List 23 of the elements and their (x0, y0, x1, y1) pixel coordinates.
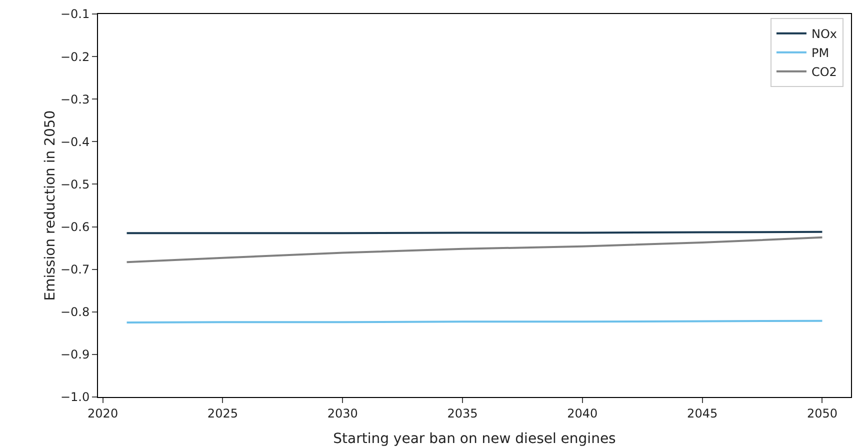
x-tick-label: 2045 (687, 406, 718, 420)
line-series (126, 236, 824, 264)
y-tick-label: −0.1 (60, 7, 90, 22)
x-tick-label: 2050 (806, 406, 838, 420)
x-tick-label: 2025 (207, 406, 238, 420)
y-tick-label: −0.6 (60, 220, 90, 234)
x-tick-label: 2035 (447, 406, 478, 420)
y-tick-label: −0.9 (60, 348, 90, 362)
legend-label: PM (811, 46, 830, 60)
y-tick-label: −0.2 (60, 50, 90, 64)
x-tick-label: 2030 (327, 406, 358, 420)
y-tick-label: −0.3 (60, 92, 90, 106)
y-tick-label: −1.0 (60, 390, 90, 404)
y-axis-title: Emission reduction in 2050 (42, 110, 58, 301)
y-tick-label: −0.4 (60, 134, 90, 149)
y-tick-label: −0.7 (60, 262, 90, 277)
x-tick-label: 2020 (88, 406, 118, 420)
x-tick-label: 2040 (567, 406, 598, 420)
y-tick-label: −0.8 (60, 305, 90, 320)
legend-label: CO2 (811, 65, 837, 80)
y-tick-label: −0.5 (60, 177, 90, 192)
legend-label: NOx (811, 27, 837, 42)
x-axis-title: Starting year ban on new diesel engines (333, 431, 616, 447)
